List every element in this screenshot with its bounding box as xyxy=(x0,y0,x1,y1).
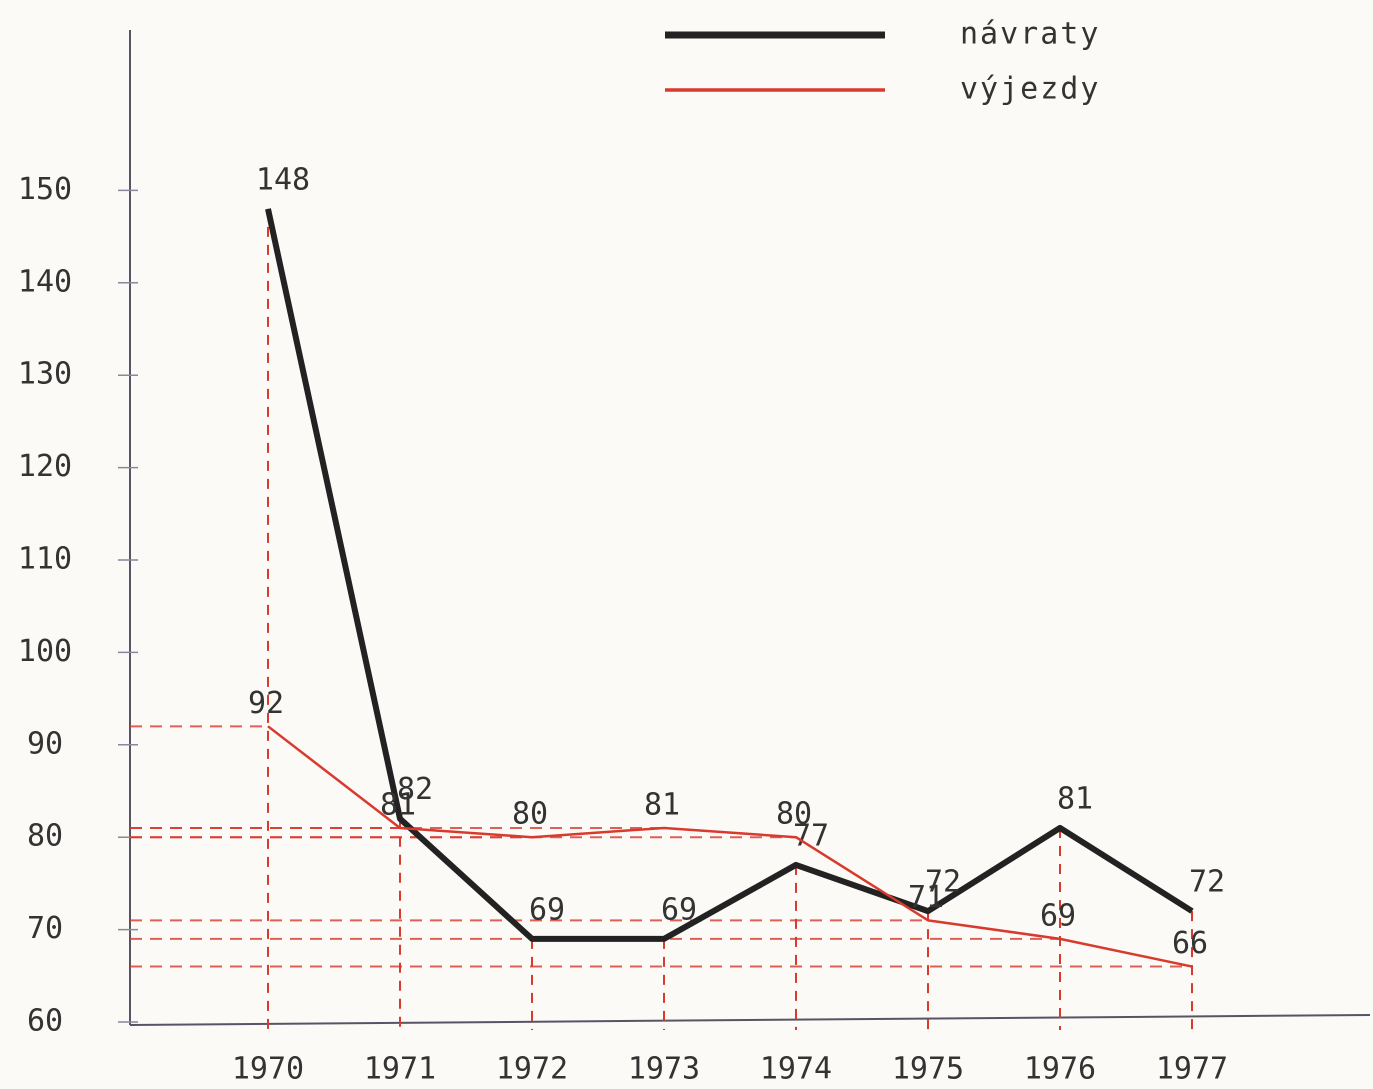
legend-label: návraty xyxy=(960,17,1100,52)
data-label: 81 xyxy=(644,787,680,822)
x-axis xyxy=(129,1014,1371,1026)
data-label: 71 xyxy=(908,880,944,915)
data-label: 81 xyxy=(1057,781,1093,816)
data-label: 148 xyxy=(256,162,310,197)
y-tick-label: 110 xyxy=(18,542,72,577)
data-label: 80 xyxy=(512,797,548,832)
x-tick-label: 1970 xyxy=(232,1052,304,1087)
x-tick-label: 1972 xyxy=(496,1052,568,1087)
x-tick-label: 1974 xyxy=(760,1052,832,1087)
y-tick-label: 100 xyxy=(18,634,72,669)
data-label: 92 xyxy=(248,686,284,721)
x-tick-label: 1973 xyxy=(628,1052,700,1087)
x-tick-label: 1971 xyxy=(364,1052,436,1087)
x-tick-label: 1975 xyxy=(892,1052,964,1087)
y-tick-label: 90 xyxy=(27,726,63,761)
data-label: 80 xyxy=(776,797,812,832)
y-tick-label: 130 xyxy=(18,357,72,392)
data-label: 82 xyxy=(397,772,433,807)
data-label: 69 xyxy=(661,892,697,927)
data-label: 72 xyxy=(925,865,961,900)
data-label: 81 xyxy=(380,787,416,822)
legend-label: výjezdy xyxy=(960,72,1100,107)
x-tick-label: 1976 xyxy=(1024,1052,1096,1087)
series-line xyxy=(265,208,1194,942)
y-tick-label: 120 xyxy=(18,449,72,484)
data-label: 66 xyxy=(1172,926,1208,961)
data-label: 72 xyxy=(1189,865,1225,900)
y-tick-label: 150 xyxy=(18,172,72,207)
y-tick-label: 60 xyxy=(27,1004,63,1039)
x-tick-label: 1977 xyxy=(1156,1052,1228,1087)
data-label: 69 xyxy=(529,892,565,927)
y-tick-label: 70 xyxy=(27,911,63,946)
data-label: 69 xyxy=(1040,898,1076,933)
y-tick-label: 140 xyxy=(18,264,72,299)
y-tick-label: 80 xyxy=(27,819,63,854)
series-line xyxy=(267,725,1193,968)
